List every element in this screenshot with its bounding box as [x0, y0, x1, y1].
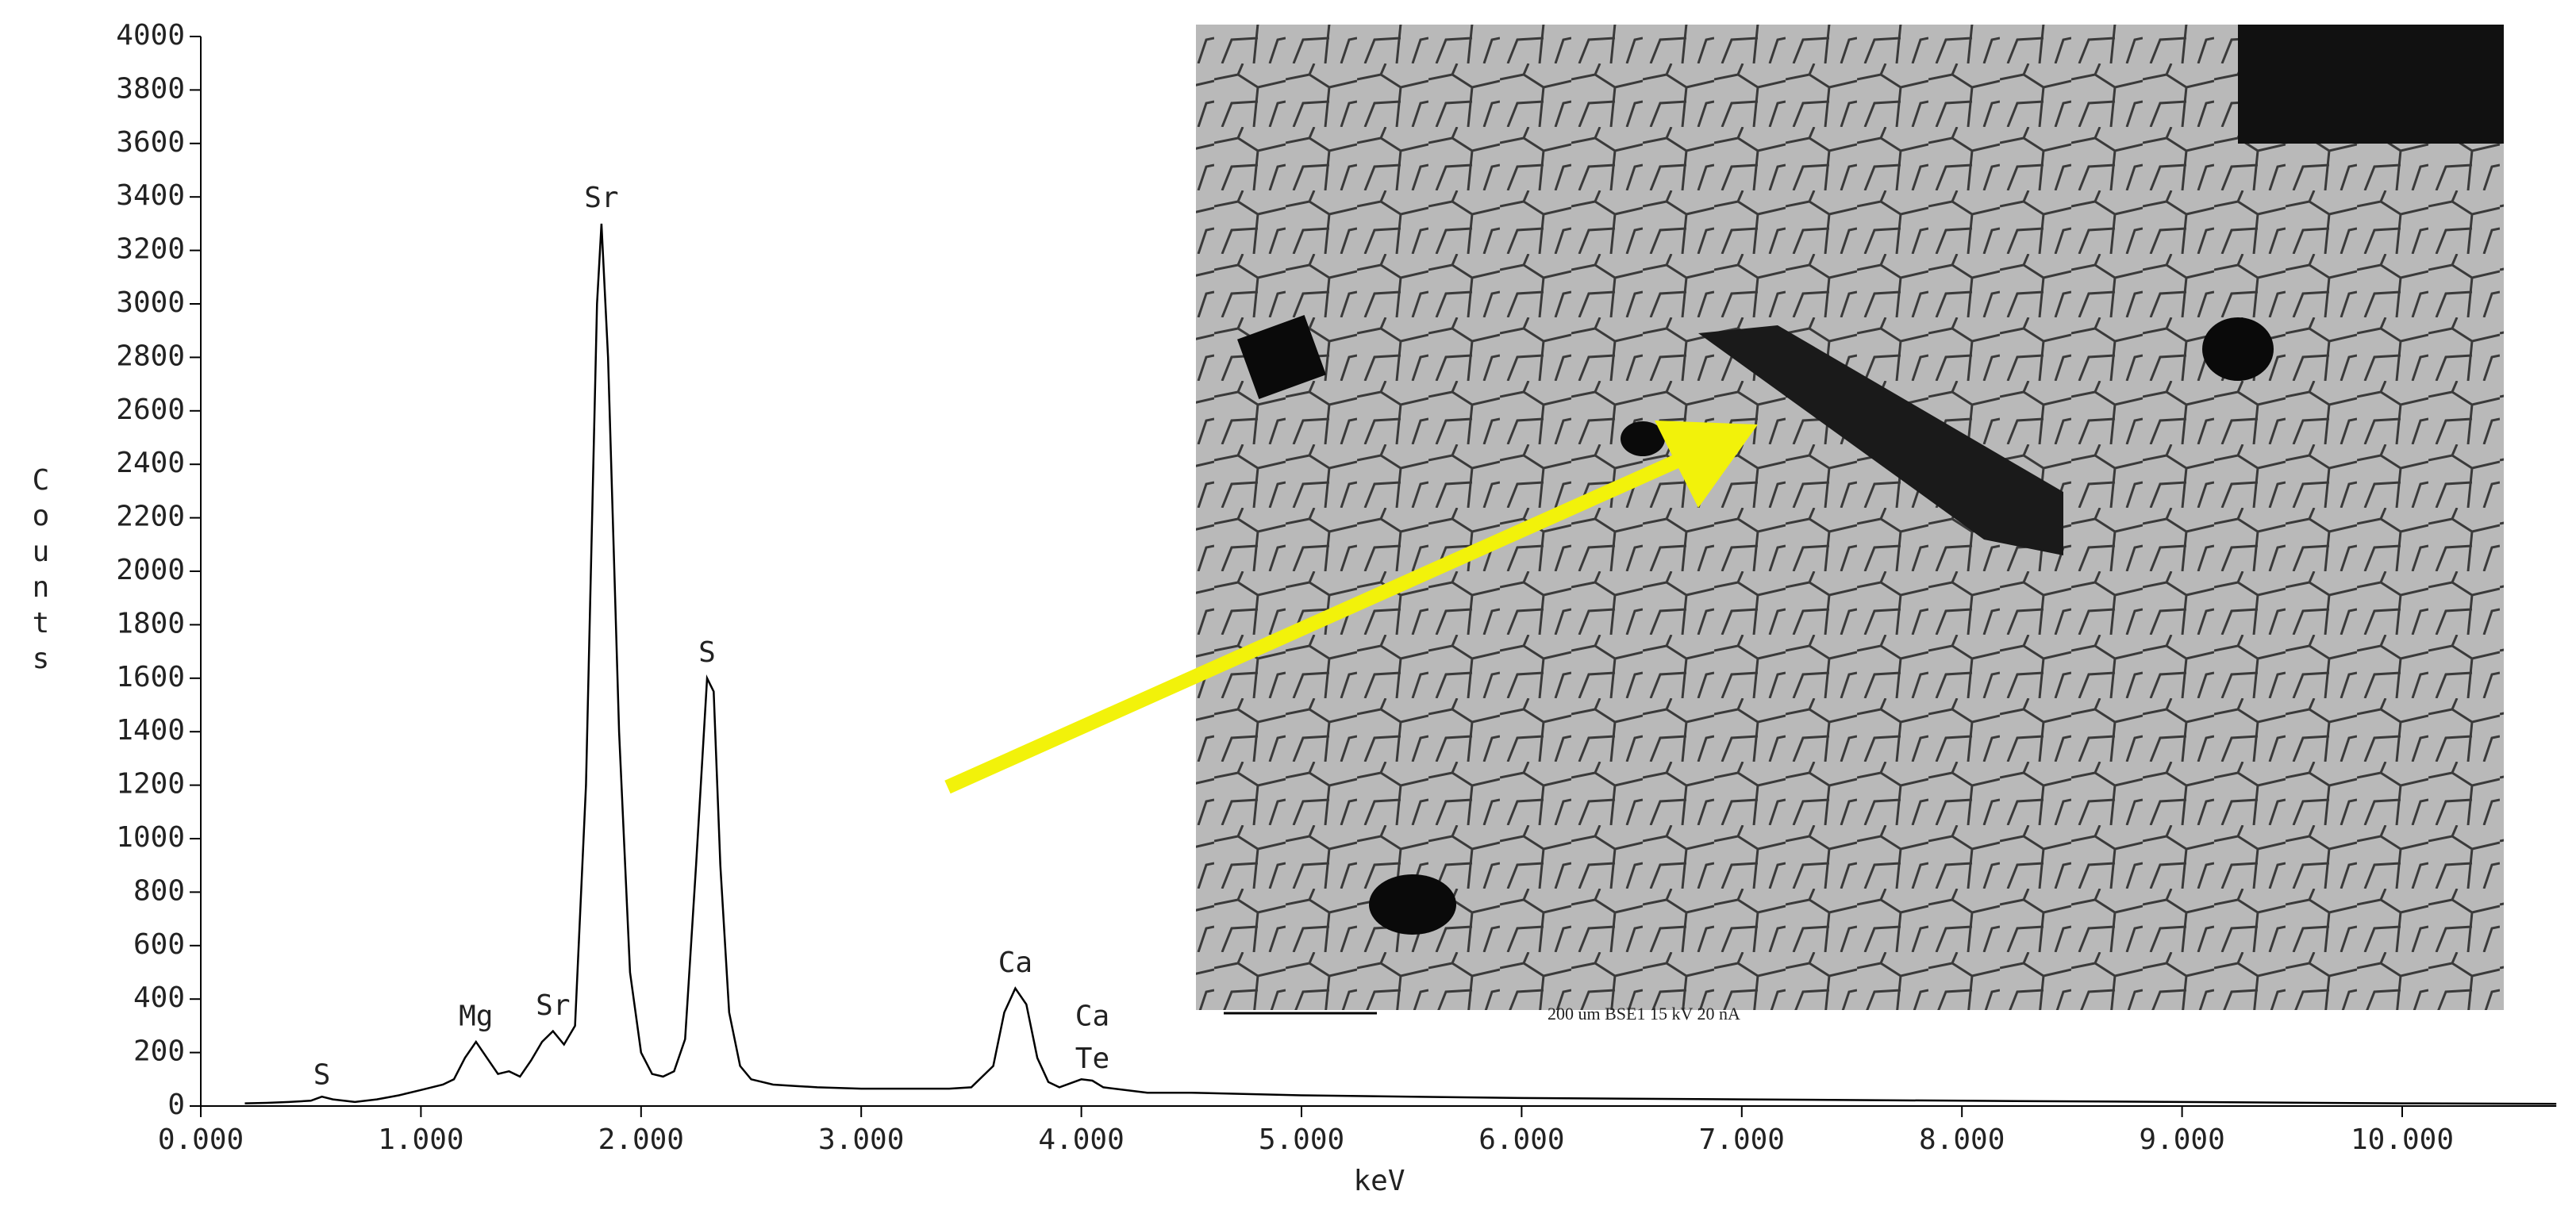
y-tick-label: 4000: [116, 19, 185, 52]
peak-label: Sr: [536, 989, 570, 1022]
y-tick-label: 3400: [116, 179, 185, 212]
peak-label: Ca: [1075, 1000, 1109, 1032]
peak-label: Te: [1075, 1043, 1109, 1075]
x-tick-label: 7.000: [1699, 1123, 1785, 1156]
spectrum-line: [244, 223, 2557, 1105]
y-tick-label: 200: [133, 1035, 185, 1068]
peak-label: Ca: [998, 947, 1032, 979]
image-caption: 200 um BSE1 15 kV 20 nA: [1548, 1004, 1740, 1024]
y-tick-label: 1400: [116, 714, 185, 747]
x-tick-label: 0.000: [158, 1123, 244, 1156]
y-tick-label: 2600: [116, 394, 185, 426]
y-tick-label: 2400: [116, 447, 185, 479]
dark-inclusion: [1698, 325, 2063, 555]
x-tick-label: 8.000: [1919, 1123, 2005, 1156]
y-tick-label: 1600: [116, 661, 185, 693]
peak-label: S: [313, 1058, 331, 1091]
y-axis-label: Counts: [25, 464, 57, 678]
y-tick-label: 1800: [116, 607, 185, 639]
y-tick-label: 3000: [116, 286, 185, 319]
arrow-head: [1655, 421, 1758, 508]
dark-region: [2238, 25, 2504, 144]
y-tick-label: 400: [133, 981, 185, 1014]
sem-background: [1196, 25, 2504, 1010]
sem-image: 200 um BSE1 15 kV 20 nA: [1196, 25, 2504, 1024]
y-tick-label: 1200: [116, 768, 185, 801]
y-tick-label: 2800: [116, 340, 185, 372]
x-tick-label: 6.000: [1478, 1123, 1564, 1156]
x-tick-label: 5.000: [1259, 1123, 1344, 1156]
x-tick-label: 4.000: [1038, 1123, 1124, 1156]
peak-label: Mg: [459, 1000, 493, 1032]
peak-label: Sr: [584, 182, 618, 214]
x-axis-label: keV: [1353, 1165, 1405, 1197]
y-tick-label: 600: [133, 928, 185, 961]
x-tick-label: 1.000: [378, 1123, 463, 1156]
x-tick-label: 10.000: [2351, 1123, 2454, 1156]
arrow-shaft: [944, 451, 1686, 794]
y-tick-label: 800: [133, 874, 185, 907]
x-tick-label: 2.000: [598, 1123, 684, 1156]
x-tick-label: 3.000: [818, 1123, 904, 1156]
y-tick-label: 2200: [116, 501, 185, 533]
y-tick-label: 1000: [116, 821, 185, 854]
y-tick-label: 0: [167, 1089, 185, 1121]
y-tick-label: 2000: [116, 554, 185, 586]
pore: [1621, 421, 1665, 456]
x-tick-label: 9.000: [2139, 1123, 2224, 1156]
y-tick-label: 3800: [116, 72, 185, 105]
pore: [1369, 874, 1456, 935]
pore: [2202, 317, 2274, 381]
pore: [1237, 315, 1326, 399]
y-tick-label: 3200: [116, 233, 185, 266]
y-tick-label: 3600: [116, 126, 185, 159]
peak-label: S: [698, 636, 716, 669]
arrow: [944, 421, 1758, 794]
